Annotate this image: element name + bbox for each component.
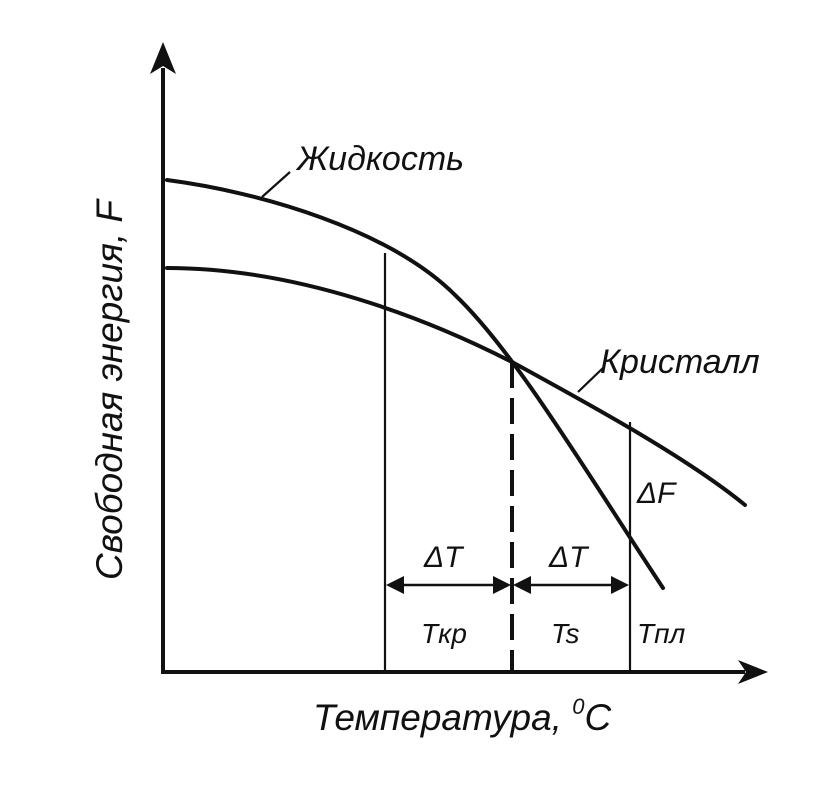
crystal-leader-line (577, 367, 604, 393)
delta-t-right-label: ΔT (548, 541, 590, 574)
delta-t-left-label: ΔT (423, 541, 465, 574)
x-axis-arrowhead (738, 660, 768, 684)
liquid-curve (165, 178, 665, 590)
delta-f-label: ΔF (636, 477, 677, 510)
t-pl-label: Tпл (637, 618, 686, 649)
liquid-label: Жидкость (295, 140, 464, 178)
liquid-leader-line (261, 171, 291, 198)
t-kr-label: Tкр (421, 618, 467, 649)
crystal-label: Кристалл (600, 343, 760, 381)
x-axis-label-unit: C (584, 697, 611, 738)
t-s-label: Ts (551, 618, 580, 649)
x-axis-label-main: Температура, (313, 697, 572, 738)
crystal-curve (165, 266, 747, 507)
y-axis-label: Свободная энергия, F (89, 198, 130, 580)
delta-t-left-arrowhead-left (386, 576, 404, 594)
x-axis-label-degree: 0 (572, 694, 585, 719)
delta-t-left-arrowhead-right (493, 576, 511, 594)
delta-t-right-arrowhead-left (513, 576, 531, 594)
delta-t-right-arrowhead-right (611, 576, 629, 594)
x-axis-label: Температура, 0C (313, 694, 611, 738)
y-axis-arrowhead (150, 42, 176, 74)
